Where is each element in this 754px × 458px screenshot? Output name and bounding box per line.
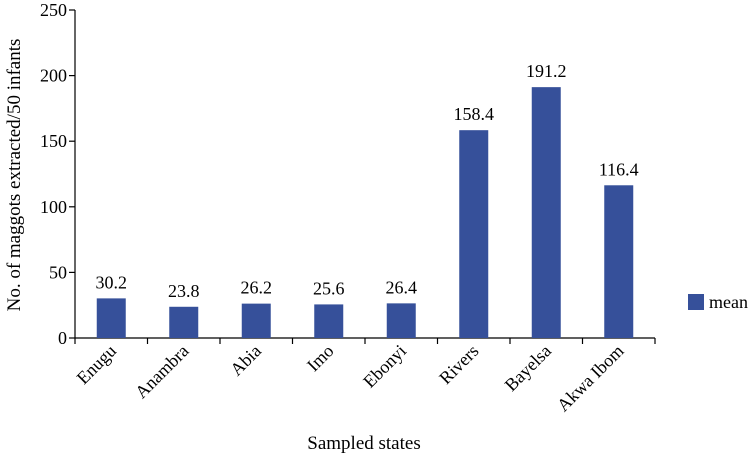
x-tick-label: Ebonyi (359, 341, 410, 392)
data-label: 26.2 (241, 278, 273, 298)
bar-akwa-ibom (604, 185, 634, 338)
legend-label: mean (709, 292, 748, 312)
bar-anambra (169, 306, 199, 338)
x-axis-title: Sampled states (307, 433, 420, 454)
x-tick-label: Akwa Ibom (553, 341, 628, 416)
data-labels: 30.2 23.8 26.2 25.6 26.4 158.4 191.2 116.4 (96, 61, 639, 301)
x-tick-label: Imo (303, 341, 338, 376)
bars (96, 87, 634, 338)
data-label: 158.4 (454, 104, 495, 124)
legend-swatch (688, 294, 704, 310)
x-tick-label: Bayelsa (501, 341, 555, 395)
x-tick-label: Abia (226, 341, 265, 380)
y-tick-label: 200 (40, 66, 67, 86)
legend: mean (688, 292, 748, 312)
data-label: 116.4 (599, 159, 639, 179)
bar-enugu (96, 298, 126, 338)
y-tick-label: 150 (40, 131, 67, 151)
x-tick-label: Enugu (73, 341, 120, 388)
bar-bayelsa (531, 87, 561, 338)
bar-rivers (459, 130, 489, 338)
x-axis: Enugu Anambra Abia Imo Ebonyi Rivers BayelsaAk… (73, 337, 656, 416)
data-label: 191.2 (526, 61, 567, 81)
y-axis-title: No. of maggots extracted/50 infants (4, 39, 25, 312)
bar-ebonyi (386, 303, 416, 338)
data-label: 30.2 (96, 272, 128, 292)
y-tick-label: 250 (40, 0, 67, 20)
y-axis: 0 50 100 150 200 250 (40, 0, 76, 348)
data-label: 26.4 (386, 277, 418, 297)
bar-imo (314, 304, 344, 338)
y-tick-label: 100 (40, 197, 67, 217)
data-label: 25.6 (313, 278, 345, 298)
y-tick-label: 50 (49, 262, 67, 282)
y-tick-label: 0 (58, 328, 67, 348)
x-tick-label: Anambra (131, 341, 193, 403)
x-tick-label: Rivers (435, 341, 482, 388)
data-label: 23.8 (168, 281, 200, 301)
bar-abia (241, 303, 271, 338)
